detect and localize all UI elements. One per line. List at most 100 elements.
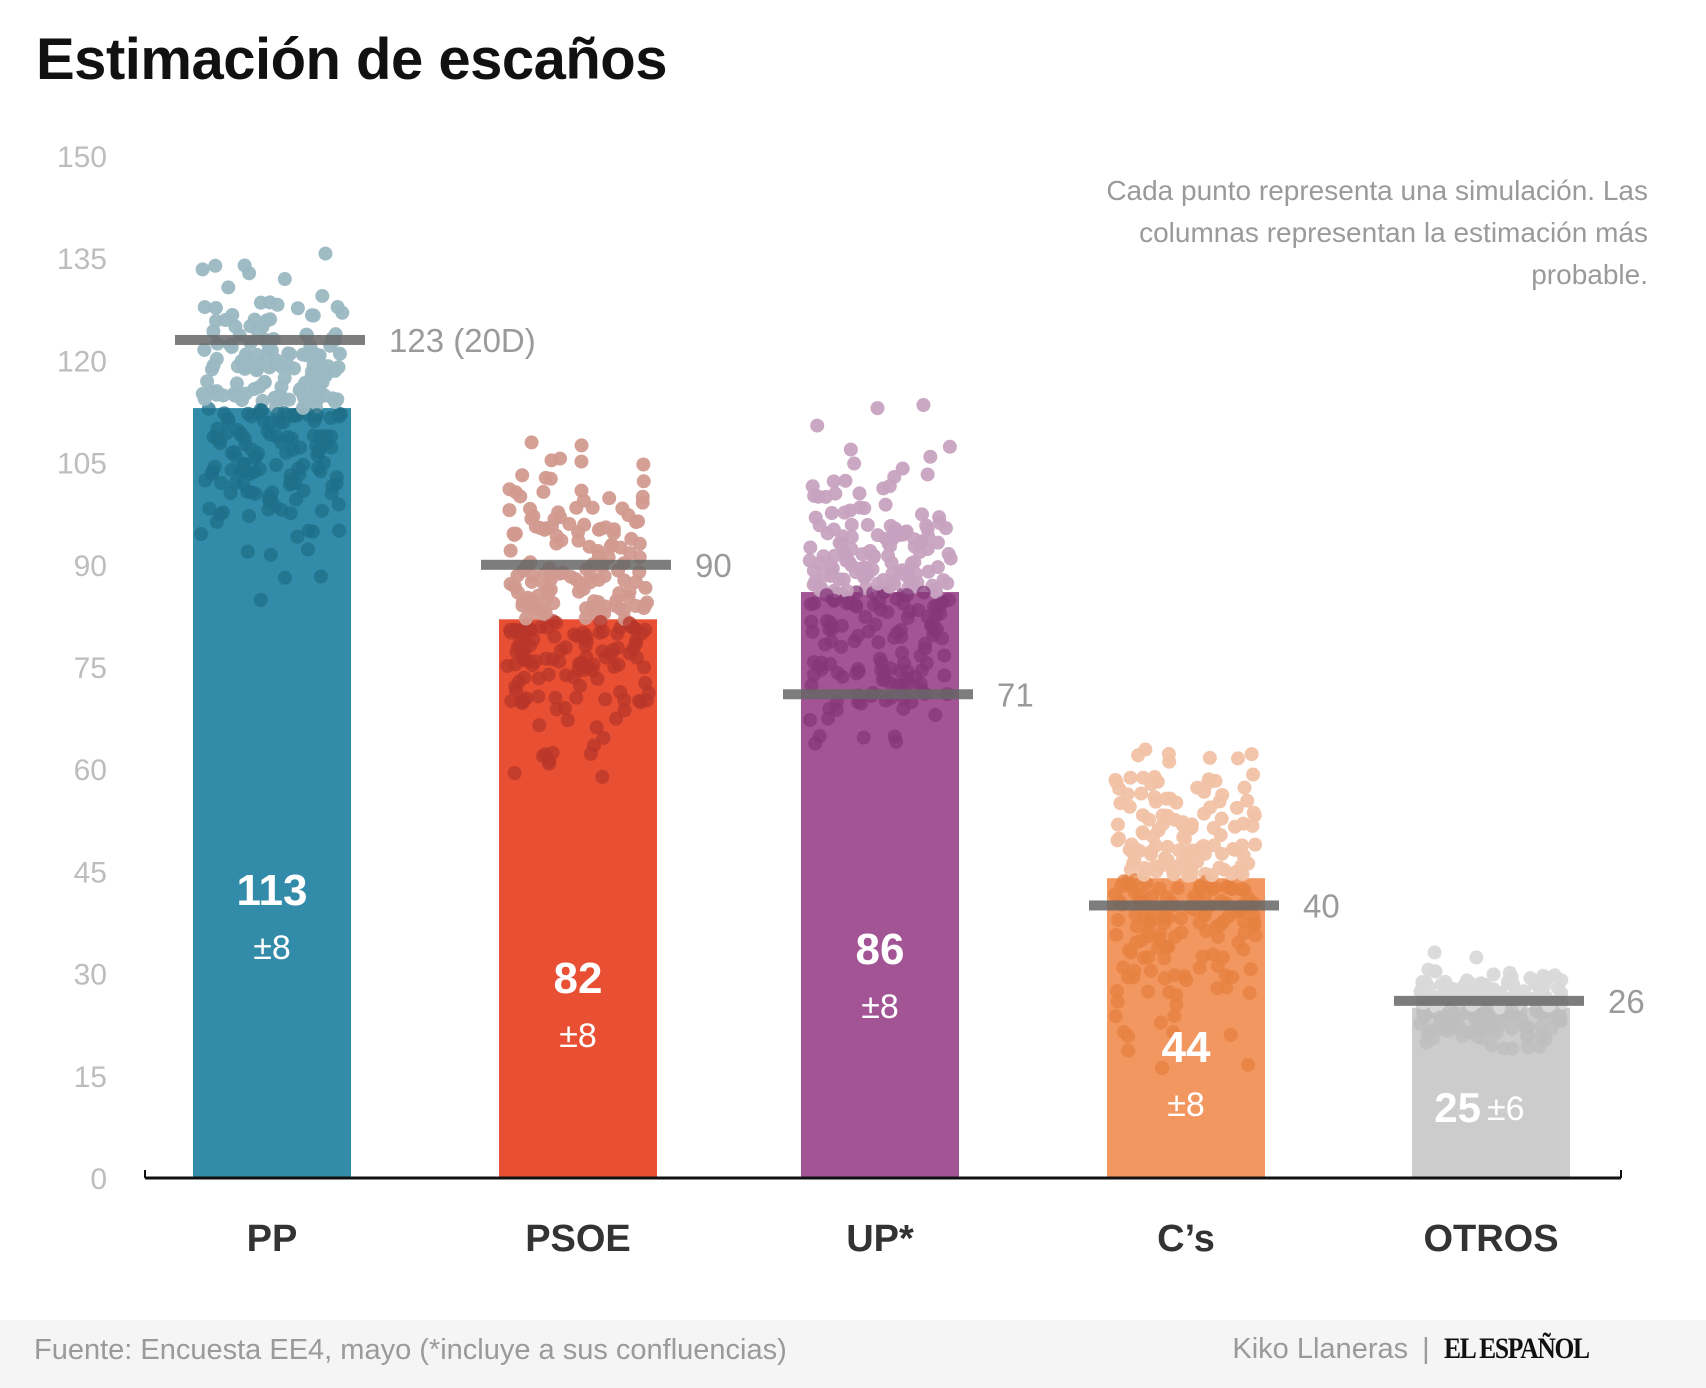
simulation-dot <box>1521 1031 1536 1046</box>
simulation-dot <box>1109 984 1124 999</box>
simulation-dot <box>635 495 650 510</box>
simulation-dot <box>826 474 841 489</box>
simulation-dot <box>810 418 825 433</box>
chart: 0 15 30 45 60 75 90 105 120 135 150 123 (20D) 113 ±8 P… <box>57 141 1645 1260</box>
simulation-dot <box>834 618 849 633</box>
simulation-dot <box>573 678 588 693</box>
simulation-dot <box>1158 910 1173 925</box>
simulation-dot <box>1161 939 1176 954</box>
simulation-dot <box>324 486 339 501</box>
simulation-dot <box>1236 942 1251 957</box>
simulation-dot <box>1237 780 1252 795</box>
simulation-dot <box>804 614 819 629</box>
simulation-dot <box>1467 1011 1482 1026</box>
simulation-dot <box>235 393 250 408</box>
simulation-dot <box>289 492 304 507</box>
simulation-dot <box>811 489 826 504</box>
simulation-dot <box>253 592 268 607</box>
simulation-dot <box>902 604 917 619</box>
simulation-dot <box>524 592 539 607</box>
simulation-dot <box>1109 927 1124 942</box>
simulation-dot <box>1127 884 1142 899</box>
simulation-dot <box>1136 770 1151 785</box>
simulation-dot <box>329 470 344 485</box>
simulation-dot <box>1180 845 1195 860</box>
simulation-dot <box>602 491 617 506</box>
simulation-dot <box>1240 793 1255 808</box>
simulation-dot <box>576 493 591 508</box>
simulation-dot <box>1143 963 1158 978</box>
simulation-dot <box>311 391 326 406</box>
simulation-dot <box>1245 818 1260 833</box>
error-label: ±6 <box>1487 1090 1525 1128</box>
simulation-dot <box>214 476 229 491</box>
simulation-dot <box>1142 913 1157 928</box>
simulation-dot <box>881 548 896 563</box>
simulation-dot <box>934 596 949 611</box>
simulation-dot <box>315 288 330 303</box>
simulation-dot <box>1469 1022 1484 1037</box>
error-label: ±8 <box>1167 1086 1205 1124</box>
simulation-dot <box>206 358 221 373</box>
simulation-dot <box>1108 772 1123 787</box>
simulation-dot <box>228 319 243 334</box>
simulation-dot <box>929 584 944 599</box>
simulation-dot <box>313 429 328 444</box>
simulation-dot <box>528 654 543 669</box>
simulation-dot <box>328 395 343 410</box>
simulation-dot <box>1147 790 1162 805</box>
simulation-dot <box>228 449 243 464</box>
reference-label: 123 (20D) <box>389 322 536 359</box>
simulation-dot <box>591 572 606 587</box>
simulation-dot <box>617 703 632 718</box>
simulation-dot <box>1135 808 1150 823</box>
simulation-dot <box>285 476 300 491</box>
simulation-dot <box>253 403 268 418</box>
simulation-dot <box>843 442 858 457</box>
simulation-dot <box>559 668 574 683</box>
simulation-dot <box>1177 969 1192 984</box>
simulation-dot <box>1166 1025 1181 1040</box>
simulation-dot <box>1434 1022 1449 1037</box>
simulation-dot <box>1152 927 1167 942</box>
source-text: Fuente: Encuesta EE4, mayo (*incluye a s… <box>34 1334 787 1366</box>
reference-line <box>481 559 671 570</box>
simulation-dot <box>331 497 346 512</box>
simulation-dot <box>305 524 320 539</box>
simulation-dot <box>560 713 575 728</box>
simulation-dot <box>553 643 568 658</box>
simulation-dot <box>834 537 849 552</box>
simulation-dot <box>1116 960 1131 975</box>
simulation-dot <box>1174 911 1189 926</box>
simulation-dot <box>1469 950 1484 965</box>
simulation-dot <box>920 467 935 482</box>
simulation-dot <box>283 506 298 521</box>
y-tick-label: 135 <box>57 243 107 276</box>
simulation-dot <box>622 616 637 631</box>
simulation-dot <box>824 634 839 649</box>
reference-line <box>1089 900 1279 911</box>
simulation-dot <box>1537 978 1552 993</box>
simulation-dot <box>577 517 592 532</box>
simulation-dot <box>1427 945 1442 960</box>
simulation-dot <box>262 489 277 504</box>
simulation-dot <box>1123 945 1138 960</box>
simulation-dot <box>252 462 267 477</box>
simulation-dot <box>571 584 586 599</box>
simulation-dot <box>808 510 823 525</box>
simulation-dot <box>333 407 348 422</box>
simulation-dot <box>543 471 558 486</box>
simulation-dot <box>531 671 546 686</box>
simulation-dot <box>278 570 293 585</box>
simulation-dot <box>589 720 604 735</box>
chart-note: Cada punto representa una simulación. La… <box>1106 175 1648 290</box>
simulation-dot <box>593 614 608 629</box>
simulation-dot <box>1211 929 1226 944</box>
simulation-dot <box>827 548 842 563</box>
simulation-dot <box>1157 951 1172 966</box>
simulation-dot <box>1193 841 1208 856</box>
simulation-dot <box>870 576 885 591</box>
simulation-dot <box>937 648 952 663</box>
simulation-dot <box>261 502 276 517</box>
simulation-dot <box>847 634 862 649</box>
